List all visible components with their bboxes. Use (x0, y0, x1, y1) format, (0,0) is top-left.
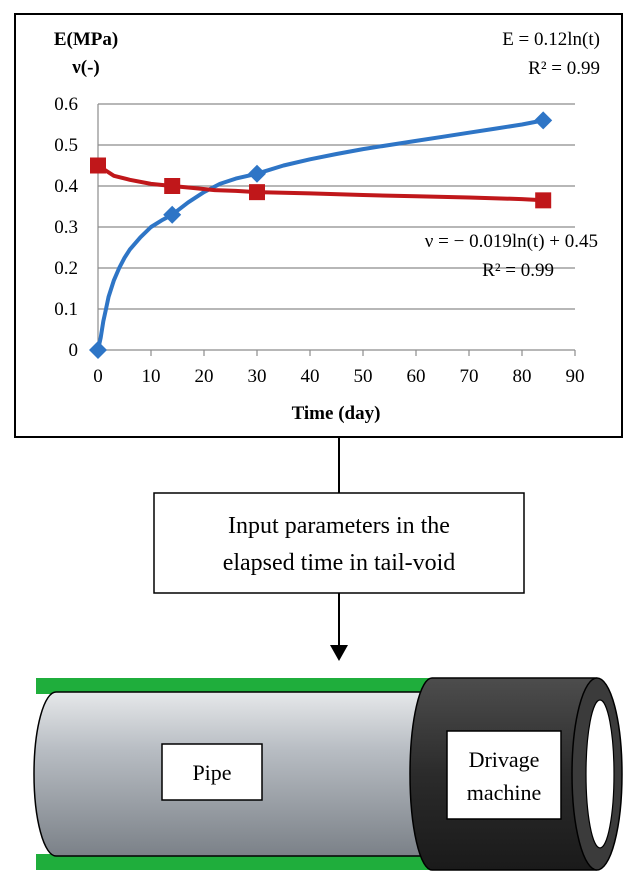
y-axis-label-line2: ν(-) (71, 57, 99, 78)
pipe-illustration: Pipe Drivage machine (33, 677, 623, 871)
e-equation: E = 0.12ln(t) (502, 29, 600, 50)
grid-lines (98, 103, 575, 310)
data-point-nu (164, 178, 181, 194)
nu-equation: ν = − 0.019ln(t) + 0.45 (425, 231, 598, 252)
series-curves (96, 118, 546, 352)
pipe-label-box (161, 743, 263, 801)
machine-label-line2: machine (467, 780, 542, 805)
flow-box-line2: elapsed time in tail-void (223, 550, 456, 576)
x-tick-label: 30 (248, 366, 267, 387)
x-tick-label: 0 (93, 366, 103, 387)
arrow-down-icon (330, 645, 348, 661)
x-tick-label: 90 (566, 366, 585, 387)
series-line-E (96, 118, 546, 352)
x-tick-label: 50 (354, 366, 373, 387)
data-point-E (534, 111, 553, 130)
x-axis-title: Time (day) (292, 403, 381, 424)
y-tick-label: 0.1 (54, 299, 78, 320)
pipe-band-top (36, 678, 446, 694)
data-point-nu (90, 157, 106, 174)
e-r2: R² = 0.99 (528, 58, 600, 79)
machine-label-box (446, 730, 562, 820)
chart-frame (14, 13, 623, 438)
series-markers (89, 111, 553, 359)
x-tick-label: 60 (407, 366, 426, 387)
data-point-E (89, 341, 107, 359)
pipe-label: Pipe (192, 760, 231, 785)
y-tick-label: 0.3 (54, 217, 78, 238)
machine-label-line1: Drivage (469, 747, 540, 772)
data-point-E (248, 164, 266, 183)
x-tick-label: 80 (513, 366, 532, 387)
y-tick-label: 0.5 (54, 135, 78, 156)
y-tick-label: 0.2 (54, 258, 78, 279)
y-tick-label: 0.4 (54, 176, 78, 197)
x-tick-label: 10 (142, 366, 161, 387)
x-tick-label: 40 (301, 366, 320, 387)
data-point-E (163, 205, 182, 224)
data-point-nu (535, 192, 552, 209)
y-axis-label-line1: E(MPa) (54, 29, 118, 50)
tick-labels: 0 0.1 0.2 0.3 0.4 0.5 0.6 0 10 20 30 40 50 60 70 80 90 (54, 94, 584, 387)
pipe-band-bottom (36, 854, 446, 870)
nu-r2: R² = 0.99 (482, 260, 554, 281)
flow-box-line1: Input parameters in the (228, 513, 450, 539)
series-line-nu (96, 163, 546, 203)
y-tick-label: 0 (69, 340, 79, 361)
machine-opening (585, 699, 615, 849)
x-tick-label: 70 (460, 366, 479, 387)
data-point-nu (249, 184, 265, 201)
x-tick-label: 20 (195, 366, 214, 387)
flow-box (153, 492, 525, 594)
y-tick-label: 0.6 (54, 94, 78, 115)
